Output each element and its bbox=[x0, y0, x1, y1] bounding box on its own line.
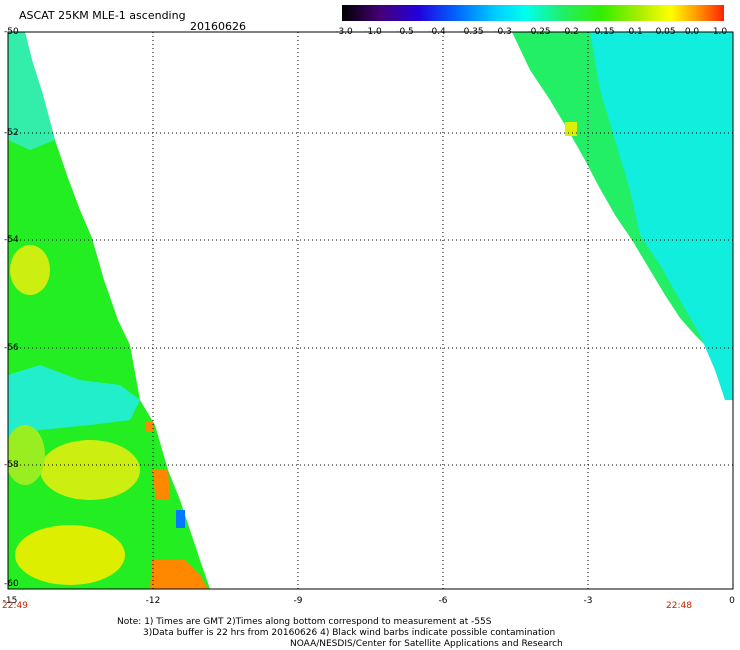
colorbar-label: -0.3 bbox=[494, 27, 512, 37]
colorbar-label: -0.05 bbox=[652, 27, 676, 37]
lat-tick: -50 bbox=[4, 27, 19, 37]
note-line-1: Note: 1) Times are GMT 2)Times along bot… bbox=[117, 617, 492, 627]
lon-tick: -6 bbox=[438, 596, 448, 606]
colorbar-label: 0.0 bbox=[684, 27, 700, 37]
colorbar bbox=[342, 5, 724, 21]
left-swath-blue-pixel bbox=[176, 510, 185, 528]
colorbar-label: -0.5 bbox=[396, 27, 414, 37]
left-swath-cyan-patch bbox=[8, 365, 140, 440]
note-line-3: NOAA/NESDIS/Center for Satellite Applica… bbox=[290, 639, 563, 649]
left-swath-yellow-b bbox=[40, 440, 140, 500]
lat-tick: -56 bbox=[4, 343, 19, 353]
lon-tick: -15 bbox=[2, 596, 18, 606]
colorbar-label: -0.1 bbox=[625, 27, 643, 37]
left-swath-yellow-c bbox=[15, 525, 125, 585]
colorbar-label: -0.25 bbox=[527, 27, 551, 37]
colorbar-label: -0.15 bbox=[591, 27, 615, 37]
colorbar-label: -1.0 bbox=[364, 27, 382, 37]
colorbar-label: -3.0 bbox=[335, 27, 353, 37]
colorbar-label: 1.0 bbox=[712, 27, 728, 37]
left-swath-orange-mid bbox=[152, 470, 170, 500]
plot-frame bbox=[7, 31, 734, 590]
lon-tick: -3 bbox=[583, 596, 593, 606]
lat-tick: -52 bbox=[4, 128, 19, 138]
left-swath-cyan-top bbox=[8, 32, 55, 150]
left-swath-yellow-d bbox=[8, 425, 45, 485]
swath-layer bbox=[8, 32, 733, 589]
colorbar-label: -0.35 bbox=[460, 27, 484, 37]
lat-tick: -54 bbox=[4, 235, 19, 245]
lat-tick: -60 bbox=[4, 579, 19, 589]
note-line-2: 3)Data buffer is 22 hrs from 20160626 4)… bbox=[143, 628, 556, 638]
colorbar-label: -0.4 bbox=[428, 27, 446, 37]
right-swath-cyan bbox=[590, 32, 733, 400]
time-left: 22:49 bbox=[2, 601, 28, 611]
lon-tick: 0 bbox=[729, 596, 735, 606]
lat-tick: -58 bbox=[4, 460, 19, 470]
lon-tick: -9 bbox=[293, 596, 303, 606]
chart-title: ASCAT 25KM MLE-1 ascending bbox=[19, 9, 186, 22]
lon-tick: -12 bbox=[145, 596, 161, 606]
left-swath-yellow-a bbox=[10, 245, 50, 295]
right-swath-yellow-pixel bbox=[565, 122, 577, 136]
colorbar-label: -0.2 bbox=[561, 27, 579, 37]
left-swath-orange-edge bbox=[150, 560, 208, 589]
chart-date: 20160626 bbox=[190, 20, 246, 33]
gridlines bbox=[8, 32, 733, 589]
time-right: 22:48 bbox=[666, 601, 692, 611]
left-swath-orange-pixel bbox=[145, 421, 153, 431]
